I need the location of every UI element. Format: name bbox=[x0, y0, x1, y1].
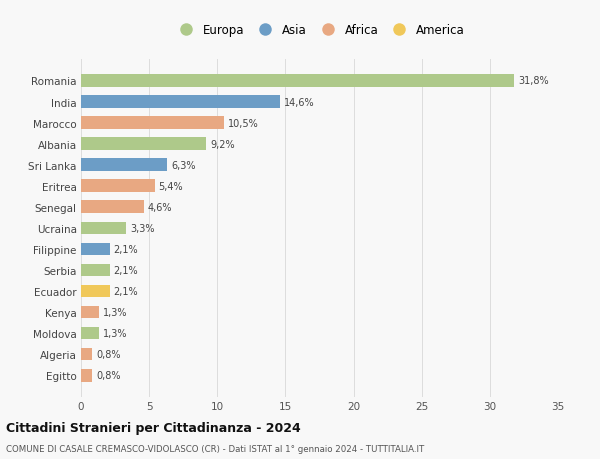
Text: 3,3%: 3,3% bbox=[130, 224, 155, 233]
Bar bbox=[81, 243, 110, 256]
Bar bbox=[81, 264, 110, 277]
Text: 4,6%: 4,6% bbox=[148, 202, 172, 213]
Text: 1,3%: 1,3% bbox=[103, 308, 127, 317]
Text: 1,3%: 1,3% bbox=[103, 328, 127, 338]
Text: 0,8%: 0,8% bbox=[96, 370, 121, 381]
Text: 9,2%: 9,2% bbox=[211, 140, 235, 149]
Bar bbox=[81, 138, 206, 151]
Text: 0,8%: 0,8% bbox=[96, 349, 121, 359]
Bar bbox=[81, 159, 167, 172]
Text: 10,5%: 10,5% bbox=[228, 118, 259, 129]
Text: 5,4%: 5,4% bbox=[158, 181, 184, 191]
Text: 2,1%: 2,1% bbox=[114, 244, 139, 254]
Bar bbox=[81, 75, 514, 88]
Text: 14,6%: 14,6% bbox=[284, 97, 314, 107]
Text: 2,1%: 2,1% bbox=[114, 286, 139, 297]
Text: COMUNE DI CASALE CREMASCO-VIDOLASCO (CR) - Dati ISTAT al 1° gennaio 2024 - TUTTI: COMUNE DI CASALE CREMASCO-VIDOLASCO (CR)… bbox=[6, 444, 424, 453]
Legend: Europa, Asia, Africa, America: Europa, Asia, Africa, America bbox=[172, 22, 467, 39]
Bar bbox=[81, 306, 99, 319]
Bar bbox=[81, 348, 92, 361]
Bar bbox=[81, 201, 143, 213]
Bar bbox=[81, 327, 99, 340]
Bar bbox=[81, 369, 92, 382]
Bar bbox=[81, 117, 224, 129]
Text: 2,1%: 2,1% bbox=[114, 265, 139, 275]
Text: 31,8%: 31,8% bbox=[518, 76, 549, 86]
Bar bbox=[81, 96, 280, 109]
Text: Cittadini Stranieri per Cittadinanza - 2024: Cittadini Stranieri per Cittadinanza - 2… bbox=[6, 421, 301, 434]
Bar bbox=[81, 222, 126, 235]
Text: 6,3%: 6,3% bbox=[171, 160, 196, 170]
Bar bbox=[81, 180, 155, 193]
Bar bbox=[81, 285, 110, 298]
